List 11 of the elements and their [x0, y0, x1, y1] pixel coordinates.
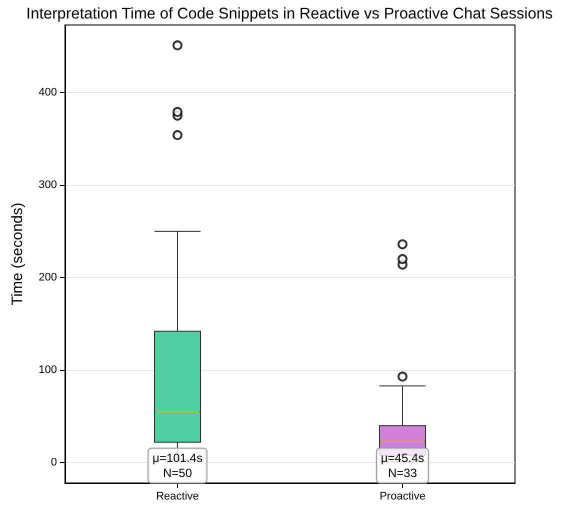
y-tick-label: 400 [38, 86, 57, 99]
y-tick-label: 200 [38, 272, 57, 284]
y-tick-label: 300 [38, 179, 57, 192]
x-tick-label: Proactive [380, 490, 426, 502]
annotation: μ=45.4s N=33 [380, 451, 424, 480]
y-axis-title: Time (seconds) [9, 202, 26, 306]
chart-title: Interpretation Time of Code Snippets in Reactive vs Proactive Chat Sessions [26, 6, 553, 22]
x-tick-label: Reactive [156, 490, 199, 502]
y-tick-label: 0 [50, 456, 57, 469]
annotation: μ=101.4s N=50 [152, 451, 202, 480]
y-tick-label: 100 [38, 364, 57, 376]
